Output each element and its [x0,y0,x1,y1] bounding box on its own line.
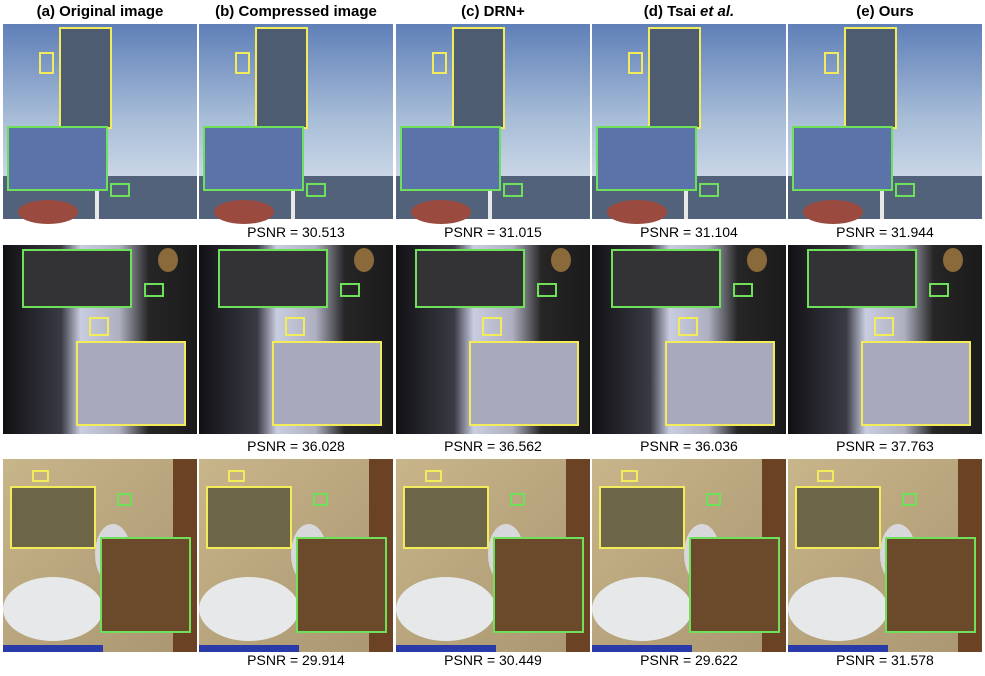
zoom-inset [600,487,684,548]
psnr-label: PSNR = 31.104 [640,224,738,240]
psnr-label: PSNR = 36.028 [247,438,345,454]
person [18,200,78,224]
zoom-inset [256,28,307,128]
image-panel [199,459,393,652]
header-italic: et al. [700,3,734,20]
column-header: (a) Original image [37,3,164,20]
image-panel [3,24,197,224]
psnr-label: PSNR = 30.449 [444,652,542,668]
zoom-inset [612,250,720,307]
logo-bar [592,645,692,652]
fixture [354,248,374,272]
header-text: (a) Original image [37,3,164,20]
zoom-inset [796,487,880,548]
image-panel [592,24,786,224]
zoom-inset [793,127,892,190]
psnr-label: PSNR = 29.622 [640,652,738,668]
toilet [3,577,103,641]
fixture [747,248,767,272]
zoom-inset [23,250,131,307]
zoom-inset [401,127,500,190]
zoom-inset [597,127,696,190]
toilet [788,577,888,641]
header-text: (c) DRN+ [461,3,525,20]
zoom-inset [845,28,896,128]
image-panel [592,245,786,434]
zoom-inset [273,342,381,425]
toilet [199,577,299,641]
zoom-inset [60,28,111,128]
person [803,200,863,224]
image-panel [396,24,590,224]
zoom-inset [649,28,700,128]
column-header: (e) Ours [856,3,914,20]
zoom-inset [666,342,774,425]
image-panel [592,459,786,652]
psnr-label: PSNR = 36.036 [640,438,738,454]
zoom-inset [297,538,386,632]
page: {"columns": [ {"label": "(a) Original im… [0,0,985,676]
header-text: (b) Compressed image [215,3,377,20]
zoom-inset [886,538,975,632]
zoom-inset [690,538,779,632]
zoom-inset [101,538,190,632]
zoom-inset [204,127,303,190]
person [411,200,471,224]
image-panel [396,245,590,434]
zoom-inset [470,342,578,425]
toilet [396,577,496,641]
fixture [551,248,571,272]
zoom-inset [862,342,970,425]
person [607,200,667,224]
fixture [943,248,963,272]
image-panel [199,24,393,224]
psnr-label: PSNR = 29.914 [247,652,345,668]
column-header: (b) Compressed image [215,3,377,20]
psnr-label: PSNR = 31.578 [836,652,934,668]
psnr-label: PSNR = 37.763 [836,438,934,454]
image-panel [788,459,982,652]
psnr-label: PSNR = 31.944 [836,224,934,240]
zoom-inset [11,487,95,548]
header-text: (e) Ours [856,3,914,20]
psnr-label: PSNR = 30.513 [247,224,345,240]
logo-bar [199,645,299,652]
image-panel [3,459,197,652]
fixture [158,248,178,272]
image-panel [3,245,197,434]
person [214,200,274,224]
image-panel [199,245,393,434]
figure: (a) Original image (b) Compressed image (c… [0,0,985,676]
zoom-inset [453,28,504,128]
logo-bar [396,645,496,652]
zoom-inset [207,487,291,548]
psnr-label: PSNR = 31.015 [444,224,542,240]
zoom-inset [404,487,488,548]
header-text: (d) Tsai [644,3,696,20]
zoom-inset [494,538,583,632]
zoom-inset [416,250,524,307]
image-panel [788,245,982,434]
toilet [592,577,692,641]
psnr-label: PSNR = 36.562 [444,438,542,454]
zoom-inset [219,250,327,307]
image-panel [396,459,590,652]
zoom-inset [77,342,185,425]
zoom-inset [8,127,107,190]
image-panel [788,24,982,224]
logo-bar [3,645,103,652]
logo-bar [788,645,888,652]
column-header: (c) DRN+ [461,3,525,20]
zoom-inset [808,250,916,307]
